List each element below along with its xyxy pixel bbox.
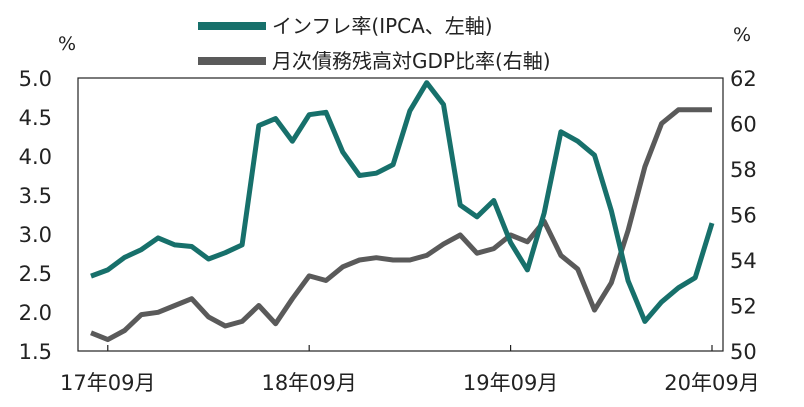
left-axis-unit: % (58, 33, 76, 55)
right-axis-unit: % (733, 24, 751, 46)
left-tick-label: 2.0 (19, 301, 52, 325)
right-tick-label: 56 (730, 204, 757, 228)
plot-frame (77, 77, 724, 352)
right-tick-label: 52 (730, 295, 757, 319)
left-tick-label: 2.5 (19, 262, 52, 286)
x-axis: 17年09月 18年09月 19年09月 20年09月 (60, 77, 760, 395)
inflation-series-line (90, 80, 715, 324)
left-tick-label: 4.0 (19, 145, 52, 169)
x-tick-label: 19年09月 (463, 371, 558, 395)
right-tick-label: 58 (730, 158, 757, 182)
right-axis-ticks: 50 52 54 56 58 60 62 (730, 67, 757, 364)
x-tick-label: 18年09月 (261, 371, 356, 395)
series-layer (90, 80, 715, 343)
left-tick-label: 1.5 (19, 340, 52, 364)
left-tick-label: 3.0 (19, 223, 52, 247)
right-tick-label: 60 (730, 113, 757, 137)
right-tick-label: 62 (730, 67, 757, 91)
left-tick-label: 4.5 (19, 106, 52, 130)
legend-label-debt: 月次債務残高対GDP比率(右軸) (272, 49, 551, 73)
legend-label-inflation: インフレ率(IPCA、左軸) (272, 14, 493, 38)
legend: インフレ率(IPCA、左軸) 月次債務残高対GDP比率(右軸) (198, 14, 551, 73)
left-tick-label: 3.5 (19, 184, 52, 208)
left-tick-label: 5.0 (19, 67, 52, 91)
right-tick-label: 54 (730, 249, 757, 273)
left-axis-ticks: 1.5 2.0 2.5 3.0 3.5 4.0 4.5 5.0 (19, 67, 52, 364)
x-tick-label: 17年09月 (60, 371, 155, 395)
right-tick-label: 50 (730, 340, 757, 364)
x-tick-label: 20年09月 (664, 371, 759, 395)
debt-ratio-series-line (90, 107, 712, 343)
